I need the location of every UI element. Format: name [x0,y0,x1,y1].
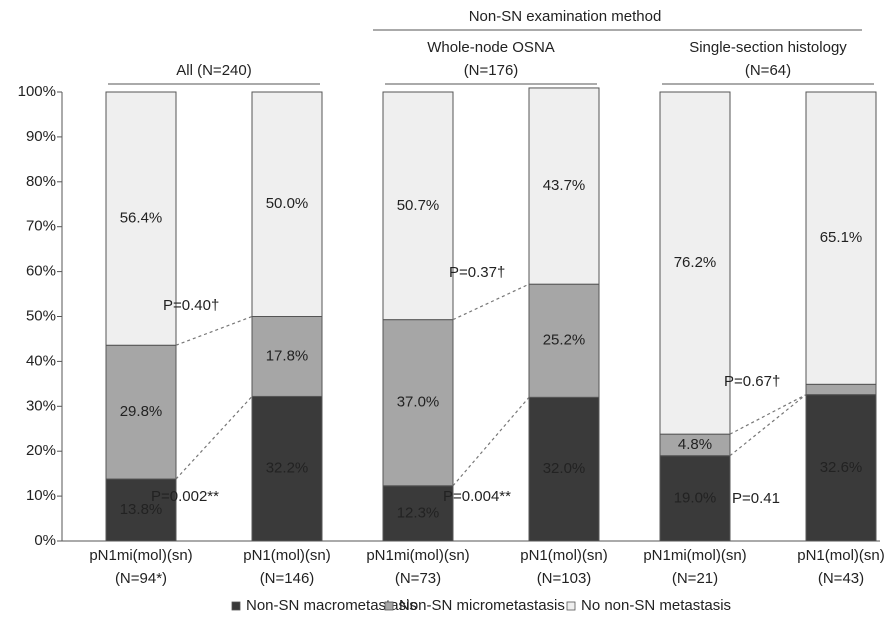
bar-segment [382,319,454,487]
value-label: 76.2% [674,254,717,271]
group-title: Whole-node OSNA [427,39,555,56]
value-label: 29.8% [120,403,163,420]
legend-swatch [566,601,576,611]
bar-segment [382,485,454,542]
x-tick-label: pN1mi(mol)(sn) [89,547,192,564]
bar-segment [105,344,177,480]
comparison-line [175,315,253,346]
x-tick-label: pN1(mol)(sn) [797,547,885,564]
header-top: Non-SN examination method [469,8,662,25]
value-label: 19.0% [674,489,717,506]
x-tick-sublabel: (N=94*) [115,570,167,587]
y-tick-label: 60% [26,263,56,280]
p-value-annotation: P=0.37† [449,264,505,281]
bar-segment [805,394,877,542]
bar-segment [251,91,323,317]
value-label: 50.7% [397,197,440,214]
value-label: 12.3% [397,504,440,521]
value-label: 32.2% [266,460,309,477]
y-tick-label: 90% [26,128,56,145]
x-tick-sublabel: (N=21) [672,570,718,587]
comparison-line [452,283,530,321]
group-title: All (N=240) [176,62,251,79]
legend-label: No non-SN metastasis [581,597,731,614]
value-label: 25.2% [543,332,586,349]
y-tick-label: 30% [26,397,56,414]
bar-segment [382,91,454,321]
y-tick-label: 70% [26,218,56,235]
y-tick-label: 0% [34,532,56,549]
bar-segment [805,383,877,396]
value-label: 50.0% [266,195,309,212]
bar-segment [251,316,323,397]
comparison-line [452,396,530,487]
bar-segment [105,478,177,542]
legend-swatch [384,601,394,611]
x-tick-sublabel: (N=73) [395,570,441,587]
value-label: 13.8% [120,501,163,518]
legend-label: Non-SN macrometastasis [246,597,417,614]
bar-segment [528,87,600,285]
x-tick-label: pN1mi(mol)(sn) [643,547,746,564]
value-label: 32.0% [543,460,586,477]
bar-segment [659,91,731,435]
comparison-line [729,394,807,435]
group-subtitle: (N=64) [745,62,791,79]
x-tick-label: pN1(mol)(sn) [520,547,608,564]
value-label: 17.8% [266,347,309,364]
value-label: 43.7% [543,177,586,194]
value-label: 56.4% [120,210,163,227]
y-tick-label: 40% [26,352,56,369]
bar-segment [105,91,177,346]
y-tick-label: 100% [18,83,56,100]
p-value-annotation: P=0.41 [732,490,780,507]
y-tick-label: 80% [26,173,56,190]
legend-label: Non-SN micrometastasis [399,597,565,614]
comparison-line [729,394,807,457]
p-value-annotation: P=0.004** [443,488,511,505]
value-label: 65.1% [820,229,863,246]
x-tick-sublabel: (N=103) [537,570,592,587]
x-tick-label: pN1(mol)(sn) [243,547,331,564]
y-tick-label: 50% [26,307,56,324]
y-tick-label: 10% [26,487,56,504]
y-tick-label: 20% [26,442,56,459]
p-value-annotation: P=0.67† [724,373,780,390]
value-label: 32.6% [820,459,863,476]
bar-segment [528,283,600,398]
value-label: 4.8% [678,436,712,453]
p-value-annotation: P=0.002** [151,488,219,505]
bar-segment [251,395,323,542]
group-title: Single-section histology [689,39,847,56]
x-tick-sublabel: (N=146) [260,570,315,587]
bar-segment [805,91,877,385]
x-tick-label: pN1mi(mol)(sn) [366,547,469,564]
comparison-line [175,396,253,480]
legend-swatch [231,601,241,611]
bar-segment [528,396,600,542]
value-label: 37.0% [397,394,440,411]
group-subtitle: (N=176) [464,62,519,79]
x-tick-sublabel: (N=43) [818,570,864,587]
p-value-annotation: P=0.40† [163,297,219,314]
